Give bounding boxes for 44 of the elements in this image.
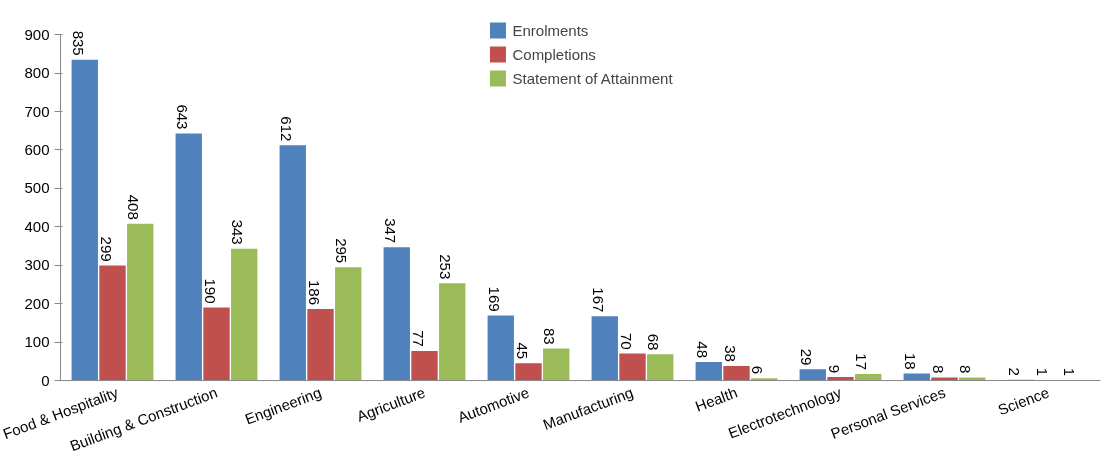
y-tick-label: 400 bbox=[24, 217, 50, 235]
data-label: 190 bbox=[201, 278, 219, 304]
data-label: 347 bbox=[381, 218, 399, 244]
data-label: 70 bbox=[617, 332, 635, 350]
data-label: 1 bbox=[1061, 367, 1079, 377]
data-label: 8 bbox=[957, 365, 975, 374]
data-label: 9 bbox=[825, 364, 843, 374]
data-label: 83 bbox=[541, 327, 559, 345]
data-label: 29 bbox=[797, 348, 815, 366]
y-tick-label: 800 bbox=[24, 64, 50, 82]
data-label: 643 bbox=[173, 104, 191, 130]
y-tick-label: 900 bbox=[24, 25, 50, 43]
data-label: 45 bbox=[513, 342, 531, 360]
data-label: 167 bbox=[589, 287, 607, 313]
data-label: 835 bbox=[69, 30, 87, 56]
data-label: 186 bbox=[305, 280, 323, 306]
y-tick-label: 700 bbox=[24, 102, 50, 120]
data-label: 48 bbox=[693, 341, 711, 359]
y-tick-label: 200 bbox=[24, 294, 50, 312]
data-label: 1 bbox=[1033, 367, 1051, 377]
x-tick-label: Science bbox=[995, 383, 1052, 419]
data-label: 169 bbox=[485, 286, 503, 312]
legend-label: Completions bbox=[512, 45, 596, 63]
data-label: 295 bbox=[333, 238, 351, 264]
data-label: 299 bbox=[97, 236, 115, 262]
data-label: 2 bbox=[1005, 367, 1023, 376]
data-label: 343 bbox=[229, 219, 247, 245]
y-tick-label: 100 bbox=[24, 333, 50, 351]
data-label: 18 bbox=[901, 352, 919, 370]
legend-label: Statement of Attainment bbox=[512, 69, 673, 87]
y-tick-label: 500 bbox=[24, 179, 50, 197]
data-label: 68 bbox=[645, 333, 663, 351]
data-label: 38 bbox=[721, 345, 739, 362]
y-tick-label: 300 bbox=[24, 256, 50, 274]
y-tick-label: 600 bbox=[24, 140, 50, 158]
data-label: 612 bbox=[277, 116, 295, 142]
data-label: 253 bbox=[437, 254, 455, 280]
legend-label: Enrolments bbox=[512, 21, 589, 39]
y-tick-label: 0 bbox=[41, 371, 50, 389]
data-label: 408 bbox=[125, 194, 143, 220]
data-label: 6 bbox=[749, 365, 767, 375]
data-label: 8 bbox=[929, 365, 947, 374]
data-label: 17 bbox=[853, 353, 871, 370]
data-label: 77 bbox=[409, 330, 427, 347]
